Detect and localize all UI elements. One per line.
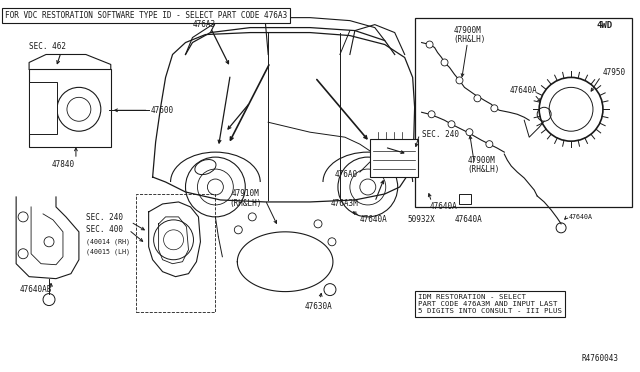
Text: 47950: 47950 — [603, 68, 626, 77]
Text: FOR VDC RESTORATION SOFTWARE TYPE ID - SELECT PART CODE 476A3: FOR VDC RESTORATION SOFTWARE TYPE ID - S… — [5, 11, 287, 20]
Text: SEC. 240: SEC. 240 — [86, 214, 123, 222]
Circle shape — [474, 95, 481, 102]
Text: 476A3: 476A3 — [193, 20, 216, 29]
Text: SEC. 462: SEC. 462 — [29, 42, 66, 51]
Text: 47640AB: 47640AB — [19, 285, 51, 294]
Text: 47900M: 47900M — [454, 26, 481, 35]
Bar — [29, 82, 57, 134]
Text: 47840: 47840 — [51, 160, 74, 169]
Text: 47640A: 47640A — [509, 86, 537, 95]
Text: 47900M: 47900M — [467, 155, 495, 164]
Text: 47640A: 47640A — [454, 215, 483, 224]
Circle shape — [486, 141, 493, 148]
Text: 47910M: 47910M — [232, 189, 259, 199]
Bar — [29, 70, 111, 147]
Circle shape — [426, 41, 433, 48]
Text: (RH&LH): (RH&LH) — [229, 199, 262, 208]
Text: 47640A: 47640A — [429, 202, 458, 211]
Circle shape — [360, 179, 376, 195]
Text: 47630A: 47630A — [304, 302, 332, 311]
Text: SEC. 240: SEC. 240 — [422, 130, 459, 139]
Circle shape — [328, 238, 336, 246]
Text: IDM RESTORATION - SELECT
PART CODE 476A3M AND INPUT LAST
5 DIGITS INTO CONSULT -: IDM RESTORATION - SELECT PART CODE 476A3… — [418, 294, 562, 314]
Text: 47640A: 47640A — [569, 214, 593, 220]
Text: (RH&LH): (RH&LH) — [454, 35, 486, 44]
Text: 476A0: 476A0 — [335, 170, 358, 179]
Circle shape — [428, 111, 435, 118]
Circle shape — [466, 129, 473, 136]
Text: 47640A: 47640A — [360, 215, 388, 224]
Text: (40014 (RH): (40014 (RH) — [86, 238, 130, 245]
Bar — [415, 17, 632, 207]
Bar — [370, 139, 418, 177]
Text: 4WD: 4WD — [596, 20, 613, 30]
Text: 50932X: 50932X — [408, 215, 435, 224]
Circle shape — [448, 121, 455, 128]
Bar — [136, 194, 216, 311]
Text: R4760043: R4760043 — [582, 355, 619, 363]
Text: 47600: 47600 — [150, 106, 173, 115]
Circle shape — [491, 105, 498, 112]
Text: SEC. 400: SEC. 400 — [86, 225, 123, 234]
Text: 476A3M: 476A3M — [331, 199, 359, 208]
Circle shape — [248, 213, 256, 221]
Circle shape — [234, 226, 243, 234]
Circle shape — [441, 59, 448, 66]
Circle shape — [456, 77, 463, 84]
Bar — [460, 194, 472, 204]
Circle shape — [314, 220, 322, 228]
Circle shape — [207, 179, 223, 195]
Text: (RH&LH): (RH&LH) — [467, 164, 500, 174]
Text: (40015 (LH): (40015 (LH) — [86, 248, 130, 255]
